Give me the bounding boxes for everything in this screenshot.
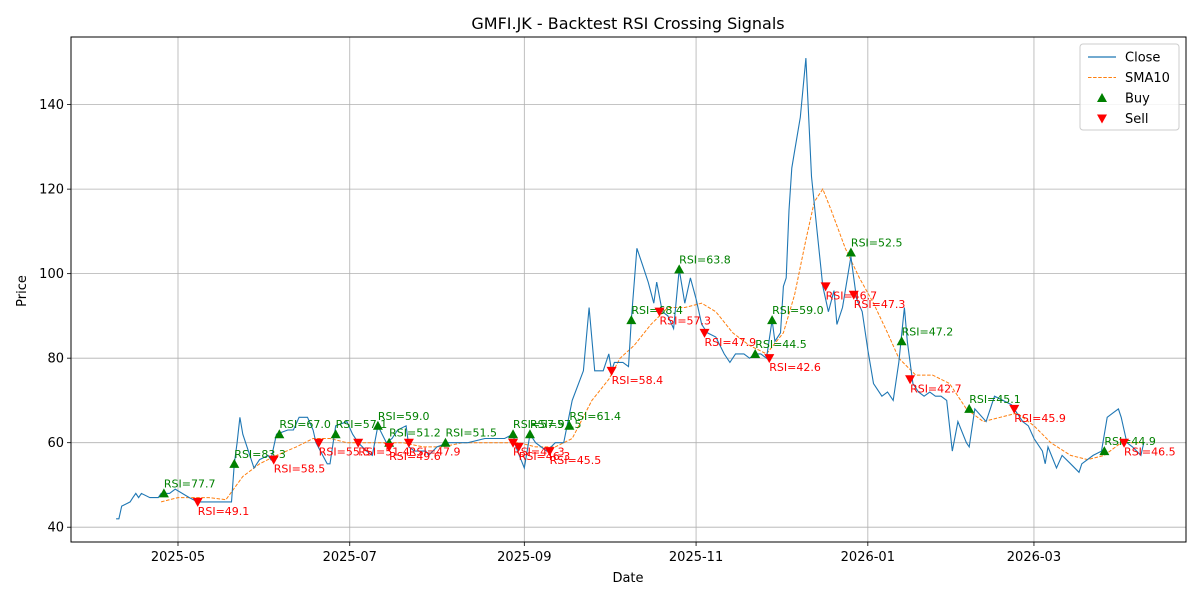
buy-marker bbox=[750, 348, 761, 358]
buy-marker bbox=[229, 458, 240, 468]
y-tick-label: 40 bbox=[47, 521, 64, 536]
sell-rsi-label: RSI=45.9 bbox=[1014, 412, 1066, 425]
sell-rsi-label: RSI=49.6 bbox=[389, 450, 441, 463]
buy-rsi-label: RSI=57.9 bbox=[513, 418, 565, 431]
y-tick-label: 100 bbox=[39, 267, 64, 282]
buy-rsi-label: RSI=67.0 bbox=[279, 418, 331, 431]
sell-marker bbox=[353, 438, 364, 448]
buy-marker bbox=[330, 429, 341, 439]
sell-rsi-label: RSI=47.3 bbox=[854, 298, 906, 311]
sell-marker bbox=[192, 497, 203, 507]
y-tick-label: 120 bbox=[39, 183, 64, 198]
sell-rsi-label: RSI=58.5 bbox=[274, 463, 326, 476]
buy-marker bbox=[372, 420, 383, 430]
y-tick-label: 60 bbox=[47, 436, 64, 451]
y-tick-label: 80 bbox=[47, 352, 64, 367]
legend-label-sma10: SMA10 bbox=[1125, 71, 1170, 86]
buy-rsi-label: RSI=59.0 bbox=[772, 304, 824, 317]
legend-label-sell: Sell bbox=[1125, 112, 1148, 127]
sell-rsi-label: RSI=46.5 bbox=[1124, 446, 1176, 459]
sell-rsi-label: RSI=55.5 bbox=[319, 446, 371, 459]
y-axis-label: Price bbox=[15, 275, 30, 307]
buy-rsi-label: RSI=83.3 bbox=[234, 448, 286, 461]
sma10-line bbox=[160, 188, 1144, 503]
sell-marker bbox=[403, 438, 414, 448]
x-tick-label: 2026-03 bbox=[1007, 550, 1061, 565]
buy-marker bbox=[845, 247, 856, 257]
buy-rsi-label: RSI=51.2 bbox=[389, 427, 441, 440]
sell-marker bbox=[905, 375, 916, 385]
y-tick-label: 140 bbox=[39, 98, 64, 113]
buy-rsi-label: RSI=59.0 bbox=[378, 410, 430, 423]
x-tick-label: 2025-07 bbox=[323, 550, 377, 565]
buy-marker bbox=[508, 429, 519, 439]
x-tick-label: 2025-11 bbox=[669, 550, 723, 565]
sell-rsi-label: RSI=49.1 bbox=[198, 505, 250, 518]
close-price-line bbox=[116, 58, 1145, 520]
buy-rsi-label: RSI=44.9 bbox=[1104, 435, 1156, 448]
sell-rsi-label: RSI=57.3 bbox=[659, 315, 711, 328]
sell-marker bbox=[848, 290, 859, 300]
buy-marker bbox=[524, 429, 535, 439]
buy-rsi-label: RSI=51.5 bbox=[445, 427, 497, 440]
x-tick-label: 2026-01 bbox=[841, 550, 895, 565]
buy-rsi-label: RSI=77.7 bbox=[164, 477, 216, 490]
buy-marker bbox=[564, 420, 575, 430]
axis-ticks: 2025-05 2025-07 2025-09 2025-11 2026-01 2026-… bbox=[39, 98, 1061, 565]
sell-marker bbox=[268, 455, 279, 465]
sell-marker bbox=[508, 438, 519, 448]
sell-rsi-label: RSI=47.9 bbox=[705, 336, 757, 349]
legend: Close SMA10 Buy Sell bbox=[1079, 43, 1180, 131]
sell-marker bbox=[313, 438, 324, 448]
legend-box bbox=[1079, 43, 1180, 131]
sell-marker bbox=[699, 328, 710, 338]
legend-label-buy: Buy bbox=[1125, 92, 1150, 107]
buy-marker bbox=[274, 429, 285, 439]
sell-marker bbox=[654, 307, 665, 317]
x-axis-label: Date bbox=[612, 571, 643, 586]
legend-swatch-sell bbox=[1097, 114, 1107, 124]
buy-rsi-label: RSI=52.5 bbox=[851, 237, 903, 250]
buy-rsi-label: RSI=61.4 bbox=[569, 410, 621, 423]
sell-marker bbox=[764, 354, 775, 364]
buy-marker bbox=[158, 488, 169, 498]
legend-label-close: Close bbox=[1125, 51, 1160, 66]
sell-rsi-label: RSI=51.4 bbox=[358, 446, 410, 459]
sell-marker bbox=[1119, 438, 1130, 448]
buy-rsi-label: RSI=63.8 bbox=[679, 253, 731, 266]
buy-rsi-label: RSI=44.5 bbox=[755, 338, 807, 351]
sell-marker bbox=[1009, 404, 1020, 414]
sell-rsi-label: RSI=45.5 bbox=[550, 454, 602, 467]
buy-marker bbox=[964, 403, 975, 413]
sell-rsi-label: RSI=47.9 bbox=[409, 446, 461, 459]
sell-marker bbox=[820, 282, 831, 292]
sell-rsi-label: RSI=46.7 bbox=[826, 289, 878, 302]
sell-rsi-label: RSI=46.3 bbox=[519, 450, 571, 463]
buy-marker bbox=[767, 315, 778, 325]
x-tick-label: 2025-09 bbox=[497, 550, 551, 565]
sell-marker bbox=[384, 442, 395, 452]
buy-rsi-label: RSI=47.2 bbox=[902, 325, 954, 338]
plot-frame bbox=[70, 36, 1187, 543]
chart-title: GMFI.JK - Backtest RSI Crossing Signals bbox=[471, 14, 784, 33]
sell-rsi-label: RSI=58.4 bbox=[612, 374, 664, 387]
sell-rsi-label: RSI=42.6 bbox=[769, 361, 821, 374]
buy-marker bbox=[440, 437, 451, 447]
sell-marker bbox=[606, 366, 617, 376]
legend-swatch-buy bbox=[1097, 93, 1107, 102]
buy-marker bbox=[626, 315, 637, 325]
buy-marker bbox=[1099, 446, 1110, 456]
buy-marker bbox=[896, 336, 907, 346]
sell-rsi-label: RSI=42.7 bbox=[910, 382, 962, 395]
x-tick-label: 2025-05 bbox=[151, 550, 205, 565]
sell-marker bbox=[544, 447, 555, 457]
buy-marker bbox=[674, 264, 685, 274]
buy-rsi-label: RSI=45.1 bbox=[969, 393, 1021, 406]
sell-marker bbox=[513, 442, 524, 452]
